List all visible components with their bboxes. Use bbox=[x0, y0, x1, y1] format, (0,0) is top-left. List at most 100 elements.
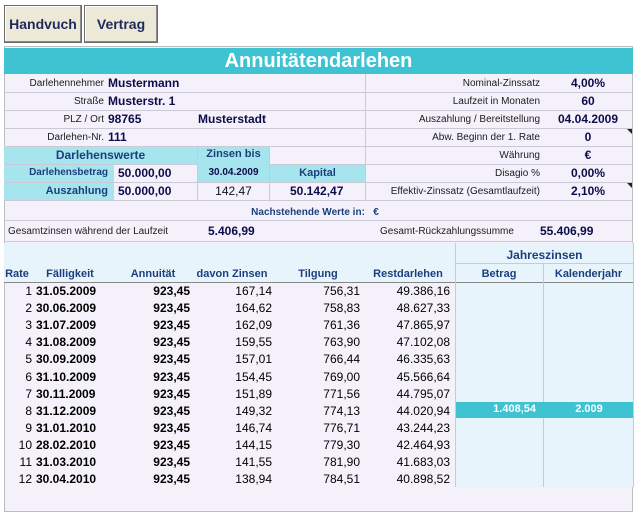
col-header-yearly: Jahreszinsen bbox=[506, 248, 583, 262]
date-cell: 30.09.2009 bbox=[36, 352, 97, 367]
rate-cell: 2 bbox=[25, 301, 32, 316]
table-row: 6 31.10.2009 923,45 154,45 769,00 45.566,64 bbox=[4, 369, 454, 386]
annuity-cell: 923,45 bbox=[153, 352, 190, 367]
currency-value[interactable]: € bbox=[584, 148, 592, 162]
interest-cell: 144,15 bbox=[235, 437, 272, 452]
loan-no-label: Darlehen-Nr. bbox=[47, 132, 104, 143]
term-value[interactable]: 60 bbox=[581, 94, 595, 108]
rate-cell: 6 bbox=[25, 369, 32, 384]
repayment-cell: 776,71 bbox=[323, 420, 360, 435]
table-row: 1 31.05.2009 923,45 167,14 756,31 49.386,16 bbox=[4, 283, 454, 300]
interest-value: 142,47 bbox=[215, 184, 252, 198]
interest-cell: 167,14 bbox=[235, 284, 272, 298]
vertrag-button[interactable]: Vertrag bbox=[84, 5, 158, 43]
rate-cell: 4 bbox=[25, 335, 32, 350]
col-header-year: Kalenderjahr bbox=[554, 268, 623, 280]
table-row: 10 28.02.2010 923,45 144,15 779,30 42.464,93 bbox=[4, 437, 454, 454]
deviation-label: Abw. Beginn der 1. Rate bbox=[432, 132, 540, 143]
interest-cell: 149,32 bbox=[235, 403, 272, 418]
handbuch-button[interactable]: Handvuch bbox=[4, 5, 82, 43]
comment-indicator-icon bbox=[627, 129, 632, 134]
repayment-cell: 779,30 bbox=[323, 437, 360, 452]
repayment-cell: 774,13 bbox=[323, 403, 360, 418]
page-title: Annuitätendarlehen bbox=[4, 48, 633, 74]
repayment-cell: 756,31 bbox=[323, 284, 360, 298]
interest-until-bg bbox=[198, 147, 269, 182]
yearly-year: 2.009 bbox=[575, 403, 603, 415]
annuity-cell: 923,45 bbox=[153, 472, 190, 487]
currency-label: Währung bbox=[499, 150, 540, 161]
rest-cell: 45.566,64 bbox=[396, 369, 450, 384]
values-header-bg bbox=[4, 147, 197, 164]
divider bbox=[4, 182, 633, 183]
rate-cell: 9 bbox=[25, 420, 32, 435]
rest-cell: 40.898,52 bbox=[396, 472, 450, 487]
rate-cell: 1 bbox=[25, 284, 32, 298]
comment-indicator-icon bbox=[627, 183, 632, 188]
total-interest-value: 5.406,99 bbox=[208, 224, 255, 238]
date-cell: 31.08.2009 bbox=[36, 335, 97, 350]
kapital-bg bbox=[270, 165, 365, 182]
divider bbox=[269, 146, 270, 200]
table-row: 9 31.01.2010 923,45 146,74 776,71 43.244,23 bbox=[4, 420, 454, 437]
payout-date-label: Auszahlung / Bereitstellung bbox=[418, 114, 540, 125]
divider bbox=[4, 220, 633, 221]
interest-until-label: Zinsen bis bbox=[206, 148, 261, 160]
yearly-amount: 1.408,54 bbox=[493, 403, 536, 415]
deviation-value[interactable]: 0 bbox=[584, 130, 592, 144]
divider bbox=[197, 146, 198, 200]
rest-cell: 41.683,03 bbox=[396, 455, 450, 469]
repayment-cell: 771,56 bbox=[323, 386, 360, 401]
rest-cell: 48.627,33 bbox=[396, 301, 450, 316]
interest-cell: 151,89 bbox=[235, 386, 272, 401]
city-value[interactable]: Musterstadt bbox=[198, 112, 267, 126]
interest-cell: 159,55 bbox=[235, 335, 272, 350]
repayment-cell: 766,44 bbox=[323, 352, 360, 367]
rate-cell: 7 bbox=[25, 386, 32, 401]
rate-cell: 8 bbox=[25, 403, 32, 418]
payout-date-value[interactable]: 04.04.2009 bbox=[557, 112, 619, 126]
total-interest-label: Gesamtzinsen während der Laufzeit bbox=[8, 226, 169, 237]
table-row: 2 30.06.2009 923,45 164,62 758,83 48.627,33 bbox=[4, 300, 454, 317]
date-cell: 31.10.2009 bbox=[36, 369, 97, 384]
street-value[interactable]: Musterstr. 1 bbox=[108, 94, 176, 108]
rate-cell: 11 bbox=[19, 455, 32, 469]
plz-value[interactable]: 98765 bbox=[108, 112, 142, 126]
divider bbox=[4, 128, 633, 129]
date-cell: 31.05.2009 bbox=[36, 284, 97, 298]
rest-cell: 47.865,97 bbox=[396, 318, 450, 333]
payout-value: 50.000,00 bbox=[118, 184, 172, 198]
rate-cell: 5 bbox=[25, 352, 32, 367]
interest-cell: 138,94 bbox=[235, 472, 272, 487]
rest-cell: 46.335,63 bbox=[396, 352, 450, 367]
repayment-cell: 763,90 bbox=[323, 335, 360, 350]
rest-cell: 44.795,07 bbox=[396, 386, 450, 401]
divider bbox=[455, 243, 456, 487]
amount-value[interactable]: 50.000,00 bbox=[118, 166, 172, 180]
repayment-cell: 761,36 bbox=[323, 318, 360, 333]
date-cell: 31.01.2010 bbox=[36, 420, 97, 435]
table-row: 4 31.08.2009 923,45 159,55 763,90 47.102,08 bbox=[4, 334, 454, 351]
payout-label: Auszahlung bbox=[45, 185, 108, 197]
table-row: 7 30.11.2009 923,45 151,89 771,56 44.795,07 bbox=[4, 386, 454, 403]
col-header-annuity: Annuität bbox=[130, 268, 176, 280]
repayment-cell: 769,00 bbox=[323, 369, 360, 384]
annuity-cell: 923,45 bbox=[153, 386, 190, 401]
disagio-value[interactable]: 0,00% bbox=[570, 166, 606, 180]
col-header-amount: Betrag bbox=[481, 268, 517, 280]
loan-no-value[interactable]: 111 bbox=[108, 130, 127, 144]
effective-value: 2,10% bbox=[570, 184, 606, 198]
divider bbox=[4, 110, 633, 111]
nominal-value[interactable]: 4,00% bbox=[570, 76, 606, 90]
divider bbox=[633, 243, 634, 487]
divider bbox=[456, 263, 633, 264]
table-row: 5 30.09.2009 923,45 157,01 766,44 46.335,63 bbox=[4, 351, 454, 368]
divider bbox=[4, 200, 633, 201]
plz-label: PLZ / Ort bbox=[63, 114, 104, 125]
col-header-date: Fälligkeit bbox=[46, 268, 94, 280]
effective-label: Effektiv-Zinssatz (Gesamtlaufzeit) bbox=[390, 186, 540, 197]
date-cell: 30.11.2009 bbox=[36, 386, 96, 401]
annuity-cell: 923,45 bbox=[153, 369, 190, 384]
borrower-name[interactable]: Mustermann bbox=[108, 76, 180, 90]
date-cell: 31.03.2010 bbox=[36, 455, 97, 469]
